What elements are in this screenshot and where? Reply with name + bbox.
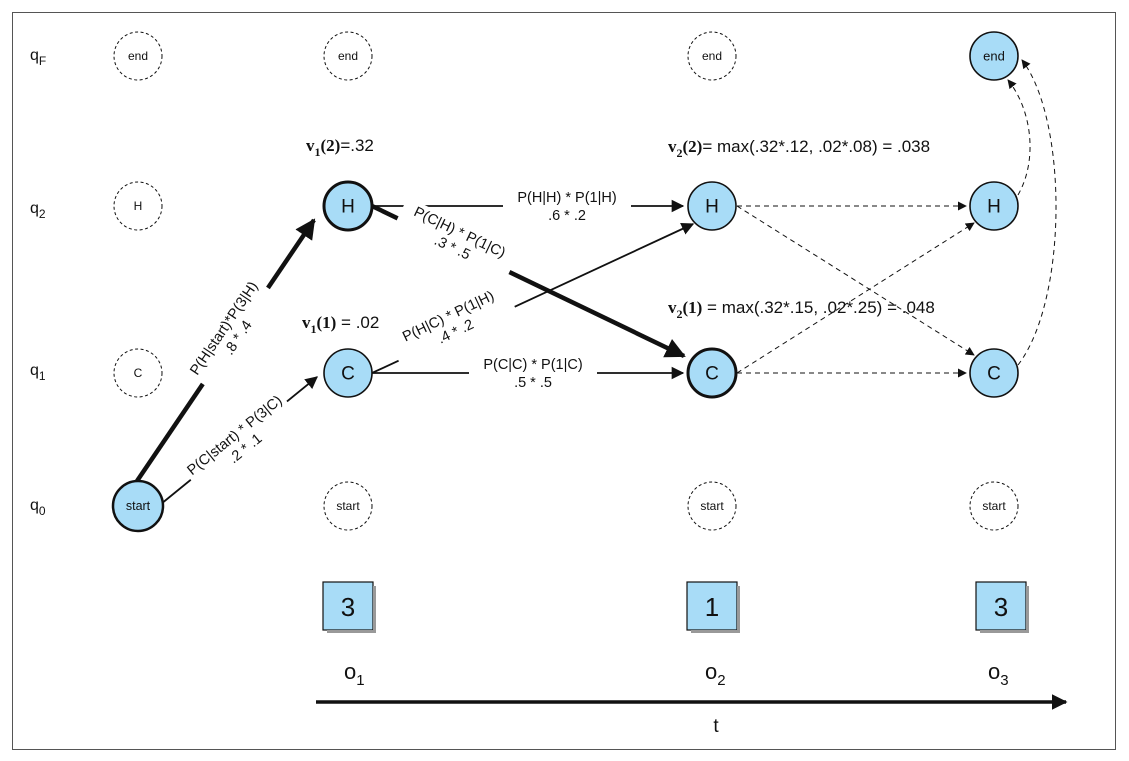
svg-text:H: H xyxy=(987,197,1001,218)
edge-label-H-C: P(C|H) * P(1|C) .3 * .5 xyxy=(393,197,520,282)
svg-text:C: C xyxy=(705,364,719,385)
node-C-col2: C xyxy=(686,347,738,399)
node-C-col0: C xyxy=(113,348,163,398)
node-C-col1: C xyxy=(323,348,373,398)
time-axis-label: t xyxy=(713,716,719,737)
svg-text:end: end xyxy=(128,49,148,63)
node-H-col2: H xyxy=(687,181,737,231)
edge-label-C-C-line2: .5 * .5 xyxy=(514,375,552,391)
edge-dashed-H2-C3 xyxy=(736,205,975,356)
edge-dashed-C2-H3 xyxy=(736,222,975,374)
row-label-q1: q1 xyxy=(30,362,46,383)
observation-box-3: 3 xyxy=(975,581,1029,633)
viterbi-v1-1: v1(1) = .02 xyxy=(302,313,379,336)
row-label-q2: q2 xyxy=(30,200,46,221)
svg-text:H: H xyxy=(134,199,143,213)
viterbi-v2-2: v2(2)= max(.32*.12, .02*.08) = .038 xyxy=(668,137,930,160)
edge-label-C-C-line1: P(C|C) * P(1|C) xyxy=(483,357,582,373)
svg-text:C: C xyxy=(987,364,1001,385)
svg-text:end: end xyxy=(338,49,358,63)
edge-label-start-H: P(H|start)*P(3|H) .8 * .4 xyxy=(183,274,277,391)
viterbi-v1-2: v1(2)=.32 xyxy=(306,136,374,159)
node-end-col2: end xyxy=(687,31,737,81)
svg-text:C: C xyxy=(341,364,355,385)
edge-label-H-H: P(H|H) * P(1|H) .6 * .2 xyxy=(503,188,631,224)
svg-text:start: start xyxy=(126,499,151,513)
node-start-col3: start xyxy=(969,481,1019,531)
edge-label-H-H-line2: .6 * .2 xyxy=(548,208,586,224)
observation-label-3: o3 xyxy=(988,659,1009,689)
svg-text:start: start xyxy=(982,499,1006,513)
row-label-qF: qF xyxy=(30,47,46,68)
edge-label-C-C: P(C|C) * P(1|C) .5 * .5 xyxy=(469,355,597,391)
edge-dashed-H3-end xyxy=(1007,79,1031,196)
node-end-col3: end xyxy=(969,31,1019,81)
svg-text:end: end xyxy=(983,49,1005,64)
node-end-col1: end xyxy=(323,31,373,81)
svg-text:C: C xyxy=(134,366,143,380)
observation-value-2: 1 xyxy=(705,592,719,622)
edge-label-H-H-line1: P(H|H) * P(1|H) xyxy=(517,190,616,206)
edge-dashed-C3-end xyxy=(1017,59,1057,366)
viterbi-v2-1: v2(1) = max(.32*.15, .02*.25) = .048 xyxy=(668,298,935,321)
observation-value-3: 3 xyxy=(994,592,1008,622)
svg-text:start: start xyxy=(700,499,724,513)
row-label-q0: q0 xyxy=(30,497,46,518)
node-start-col1: start xyxy=(323,481,373,531)
observation-box-2: 1 xyxy=(686,581,740,633)
svg-text:start: start xyxy=(336,499,360,513)
node-H-col1: H xyxy=(322,180,374,232)
svg-text:end: end xyxy=(702,49,722,63)
node-start-col2: start xyxy=(687,481,737,531)
observation-label-2: o2 xyxy=(705,659,726,689)
node-C-col3: C xyxy=(969,348,1019,398)
edge-label-C-H: P(H|C) * P(1|H) .4 * .2 xyxy=(386,280,517,366)
observation-value-1: 3 xyxy=(341,592,355,622)
observation-box-1: 3 xyxy=(322,581,376,633)
edge-label-start-C: P(C|start) * P(3|C) .2 * .1 xyxy=(180,388,299,494)
node-H-col3: H xyxy=(969,181,1019,231)
observation-label-1: o1 xyxy=(344,659,365,689)
node-start-col0: start xyxy=(111,479,165,533)
svg-text:H: H xyxy=(341,197,355,218)
svg-text:H: H xyxy=(705,197,719,218)
node-end-col0: end xyxy=(113,31,163,81)
node-H-col0: H xyxy=(113,181,163,231)
